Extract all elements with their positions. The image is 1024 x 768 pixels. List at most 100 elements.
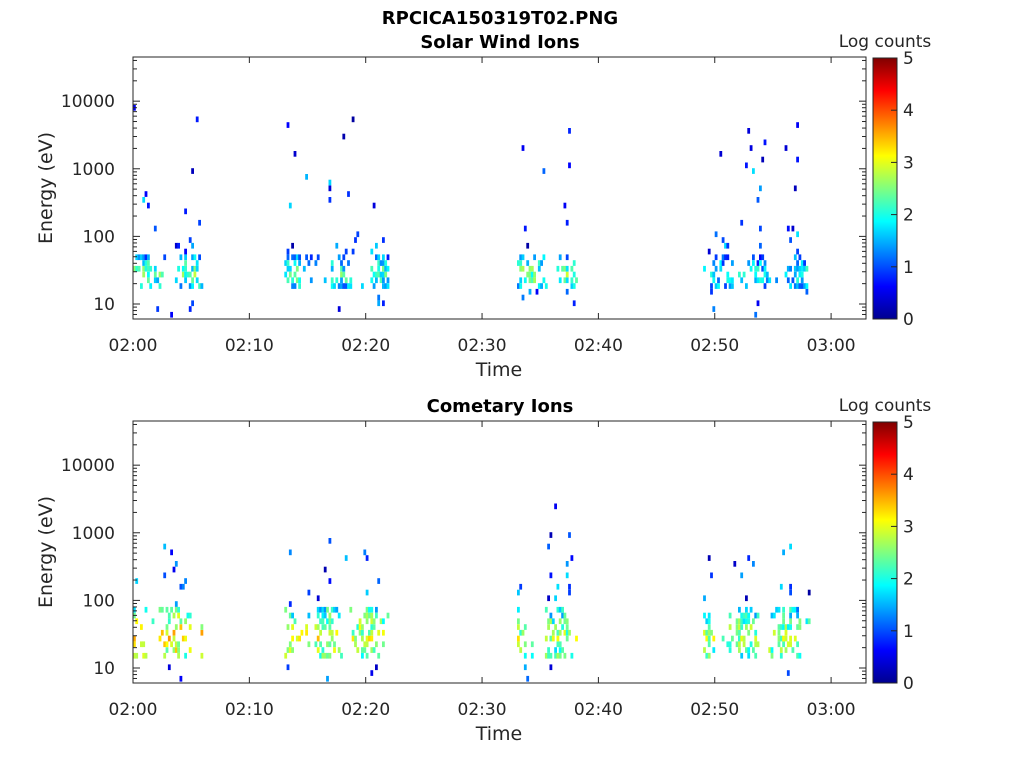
heatmap-cell xyxy=(179,624,183,630)
heatmap-cell xyxy=(731,635,734,642)
heatmap-cell xyxy=(375,271,378,278)
heatmap-cell xyxy=(323,277,327,284)
heatmap-cell xyxy=(714,265,718,272)
heatmap-cell xyxy=(160,629,164,636)
heatmap-cell xyxy=(565,572,569,579)
heatmap-cell xyxy=(570,555,574,561)
heatmap-cell xyxy=(337,254,341,261)
heatmap-cell xyxy=(191,277,194,284)
heatmap-cell xyxy=(133,265,136,272)
heatmap-cell xyxy=(330,618,334,625)
heatmap-cell xyxy=(370,612,374,619)
heatmap-cell xyxy=(326,675,329,682)
heatmap-cell xyxy=(770,652,774,659)
heatmap-cell xyxy=(375,664,378,671)
heatmap-cell xyxy=(551,635,555,642)
heatmap-cell xyxy=(337,306,341,312)
heatmap-cell xyxy=(549,635,553,642)
heatmap-cell xyxy=(565,219,569,226)
heatmap-cell xyxy=(375,606,378,613)
heatmap-cell xyxy=(721,237,725,243)
heatmap-cells xyxy=(133,503,811,682)
heatmap-cell xyxy=(198,219,201,226)
heatmap-cell xyxy=(198,283,201,289)
heatmap-cell xyxy=(288,265,292,272)
heatmap-cell xyxy=(556,641,560,648)
heatmap-cell xyxy=(377,271,381,278)
heatmap-cell xyxy=(288,601,292,607)
x-tick-label: 02:30 xyxy=(458,336,507,356)
heatmap-cell xyxy=(316,624,320,630)
heatmap-cell xyxy=(745,612,748,619)
heatmap-cell xyxy=(752,561,755,567)
heatmap-cell xyxy=(328,612,332,619)
heatmap-cell xyxy=(370,635,374,642)
x-tick-label: 02:50 xyxy=(690,700,739,720)
heatmap-cell xyxy=(372,647,376,653)
heatmap-cell xyxy=(756,641,760,648)
heatmap-cell xyxy=(321,606,325,613)
heatmap-cell xyxy=(568,532,571,538)
heatmap-cell xyxy=(731,283,734,289)
heatmap-cell xyxy=(796,606,799,613)
heatmap-cell xyxy=(305,624,308,630)
heatmap-cell xyxy=(177,641,180,648)
heatmap-cell xyxy=(305,174,308,180)
heatmap-cell xyxy=(777,629,781,636)
heatmap-cell xyxy=(140,624,143,630)
heatmap-cell xyxy=(752,618,755,625)
heatmap-cell xyxy=(796,283,799,289)
heatmap-cell xyxy=(286,277,290,284)
y-axis: 10 100 1000 10000 xyxy=(61,59,866,320)
heatmap-cell xyxy=(805,618,809,625)
heatmap-cell xyxy=(749,145,753,151)
heatmap-cell xyxy=(714,283,718,289)
heatmap-cell xyxy=(300,629,304,636)
plot-frame xyxy=(132,56,867,320)
heatmap-cell xyxy=(544,635,548,642)
heatmap-cell xyxy=(135,652,139,659)
heatmap-cell xyxy=(153,277,157,284)
heatmap-cell xyxy=(782,618,785,625)
heatmap-cell xyxy=(570,277,574,284)
heatmap-cell xyxy=(554,595,557,602)
heatmap-cell xyxy=(342,265,346,272)
heatmap-cell xyxy=(521,254,525,261)
heatmap-cell xyxy=(316,606,320,613)
colorbar-label: Log counts xyxy=(839,396,932,416)
heatmap-cell xyxy=(535,288,539,295)
heatmap-cell xyxy=(786,624,790,630)
heatmap-cell xyxy=(144,191,148,197)
heatmap-cell xyxy=(747,647,751,653)
heatmap-cell xyxy=(330,277,334,284)
heatmap-cell xyxy=(370,606,374,613)
heatmap-cell xyxy=(133,635,136,642)
heatmap-cell xyxy=(726,641,730,648)
x-axis: 02:00 02:10 02:20 02:30 02:40 02:50 03:00 xyxy=(109,57,856,356)
heatmap-cell xyxy=(382,265,385,272)
heatmap-cell xyxy=(782,624,785,630)
heatmap-cell xyxy=(319,641,322,648)
heatmap-cell xyxy=(517,260,520,266)
heatmap-cell xyxy=(375,242,378,249)
heatmap-cell xyxy=(379,260,383,266)
heatmap-cell xyxy=(298,260,301,266)
heatmap-cell xyxy=(517,283,520,289)
heatmap-cell xyxy=(796,156,799,163)
heatmap-cell xyxy=(193,265,197,272)
heatmap-cell xyxy=(754,641,758,648)
heatmap-cell xyxy=(572,300,576,307)
heatmap-cell xyxy=(347,283,350,289)
heatmap-cell xyxy=(728,641,732,648)
heatmap-cell xyxy=(519,254,523,261)
heatmap-cell xyxy=(147,202,150,209)
heatmap-cell xyxy=(568,589,571,596)
heatmap-cell xyxy=(375,277,378,284)
heatmap-cell xyxy=(288,271,292,278)
heatmap-cell xyxy=(563,202,567,209)
heatmap-cell xyxy=(789,641,792,648)
heatmap-cell xyxy=(756,300,760,307)
heatmap-cell xyxy=(565,271,569,278)
heatmap-cell xyxy=(770,612,774,619)
heatmap-cell xyxy=(195,116,199,123)
